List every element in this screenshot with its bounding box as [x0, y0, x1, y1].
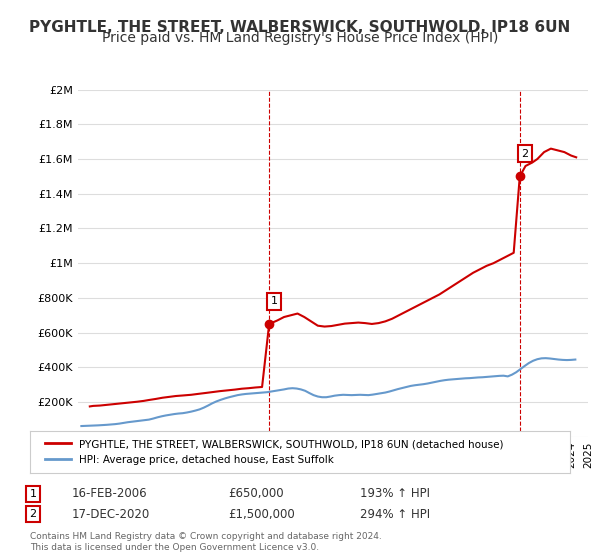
Text: 2: 2 [521, 149, 529, 159]
Text: 1: 1 [271, 296, 278, 306]
Text: Contains HM Land Registry data © Crown copyright and database right 2024.
This d: Contains HM Land Registry data © Crown c… [30, 532, 382, 552]
Text: 1: 1 [29, 489, 37, 499]
Text: £1,500,000: £1,500,000 [228, 507, 295, 521]
Text: £650,000: £650,000 [228, 487, 284, 501]
Text: 17-DEC-2020: 17-DEC-2020 [72, 507, 150, 521]
Legend: PYGHTLE, THE STREET, WALBERSWICK, SOUTHWOLD, IP18 6UN (detached house), HPI: Ave: PYGHTLE, THE STREET, WALBERSWICK, SOUTHW… [41, 435, 508, 469]
Text: 16-FEB-2006: 16-FEB-2006 [72, 487, 148, 501]
Text: Price paid vs. HM Land Registry's House Price Index (HPI): Price paid vs. HM Land Registry's House … [102, 31, 498, 45]
Text: 294% ↑ HPI: 294% ↑ HPI [360, 507, 430, 521]
Text: 2: 2 [29, 509, 37, 519]
Text: PYGHTLE, THE STREET, WALBERSWICK, SOUTHWOLD, IP18 6UN: PYGHTLE, THE STREET, WALBERSWICK, SOUTHW… [29, 20, 571, 35]
Text: 193% ↑ HPI: 193% ↑ HPI [360, 487, 430, 501]
